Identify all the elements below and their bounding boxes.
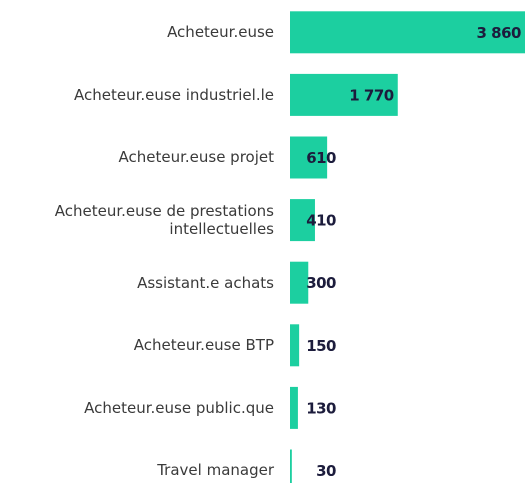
category-label: Acheteur.euse bbox=[167, 23, 274, 42]
bar bbox=[290, 11, 525, 54]
bar bbox=[290, 449, 292, 483]
category-label: Acheteur.euse BTP bbox=[133, 336, 274, 355]
value-label: 130 bbox=[306, 399, 336, 417]
category-label: Acheteur.euse projet bbox=[118, 148, 274, 167]
bar bbox=[290, 136, 328, 179]
category-label: Acheteur.euse public.que bbox=[84, 398, 274, 417]
bar bbox=[290, 324, 300, 367]
value-label: 410 bbox=[306, 212, 336, 230]
category-label: Acheteur.euse industriel.le bbox=[74, 85, 274, 104]
value-label: 300 bbox=[306, 274, 336, 292]
value-label: 30 bbox=[316, 462, 336, 480]
bar bbox=[290, 199, 315, 242]
category-label: Assistant.e achats bbox=[137, 273, 274, 292]
plot: 3 860 1 770 610 410 300 150 130 30 bbox=[290, 11, 525, 483]
value-label: 610 bbox=[306, 149, 336, 167]
chart: 3 860 1 770 610 410 300 150 130 30 Acheteur.eus… bbox=[54, 11, 525, 483]
value-label: 1 770 bbox=[349, 86, 394, 104]
bar bbox=[290, 386, 298, 429]
category-label: Travel manager bbox=[157, 461, 274, 480]
value-label: 3 860 bbox=[477, 24, 522, 42]
bar bbox=[290, 261, 309, 304]
category-label: Acheteur.euse de prestations intellectue… bbox=[54, 202, 274, 239]
value-label: 150 bbox=[306, 337, 336, 355]
bar bbox=[290, 73, 398, 116]
